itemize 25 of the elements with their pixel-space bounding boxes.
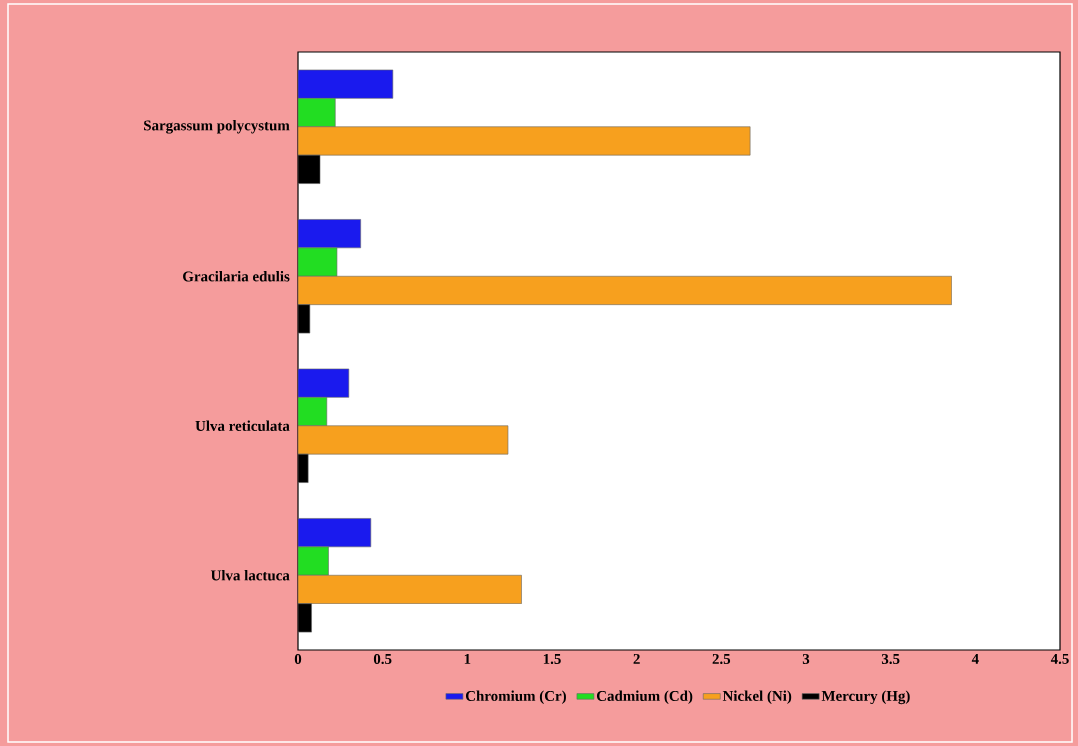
bar (298, 546, 329, 576)
x-tick-label: 0 (294, 653, 302, 665)
x-tick-label: 1.5 (543, 653, 561, 665)
legend-label: Cadmium (Cd) (596, 690, 693, 705)
x-tick-label: 0.5 (373, 653, 392, 665)
y-tick-label: Sargassum polycystum (144, 119, 290, 134)
y-tick-label: Gracilaria edulis (183, 270, 290, 282)
x-tick-label: 2 (633, 653, 640, 664)
x-tick-label: 4 (971, 653, 979, 664)
x-tick-label: 2.5 (712, 653, 731, 665)
x-tick-label: 3 (802, 653, 810, 664)
y-tick-label: Ulva lactuca (210, 569, 290, 581)
x-tick-label: 3.5 (881, 653, 900, 665)
bar (298, 98, 336, 128)
bar (298, 518, 372, 548)
bar (298, 247, 338, 277)
legend-label: Nickel (Ni) (722, 690, 792, 705)
x-tick-label: 1 (464, 653, 471, 664)
x-tick-label: 4.5 (1050, 653, 1069, 664)
legend-label: Mercury (Hg) (821, 690, 910, 705)
legend-label: Chromium (Cr) (465, 690, 566, 705)
bar (298, 368, 350, 398)
y-tick-label: Ulva reticulata (195, 420, 290, 432)
bar (298, 69, 394, 99)
bar (298, 219, 361, 249)
